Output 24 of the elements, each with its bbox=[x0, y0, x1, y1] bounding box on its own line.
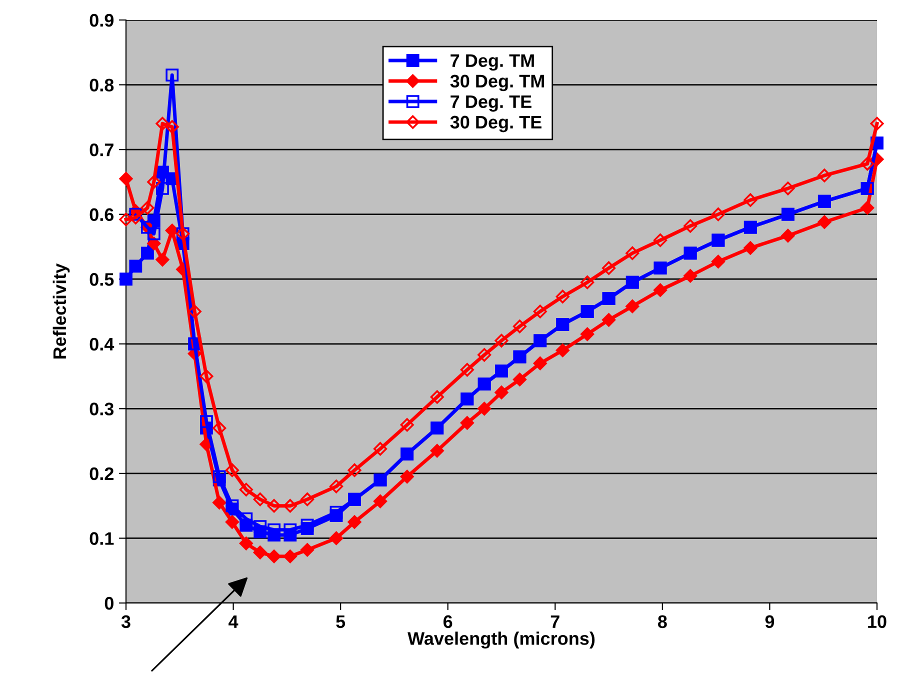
y-tick-label: 0.9 bbox=[90, 14, 114, 27]
x-tick-label: 5 bbox=[336, 615, 346, 628]
y-tick-label: 0.1 bbox=[90, 532, 114, 545]
y-tick-label: 0.6 bbox=[90, 208, 114, 222]
legend-label: 7 Deg. TE bbox=[450, 95, 532, 112]
x-tick-label: 8 bbox=[658, 615, 667, 628]
y-axis-title: Reflectivity bbox=[52, 263, 70, 358]
x-tick-label: 6 bbox=[443, 615, 452, 628]
x-tick-label: 3 bbox=[121, 615, 130, 628]
x-tick-label: 4 bbox=[228, 615, 238, 628]
y-tick-label: 0 bbox=[104, 596, 114, 610]
x-axis-title: Wavelength (microns) bbox=[408, 632, 595, 649]
y-tick-label: 0.3 bbox=[90, 402, 114, 416]
y-tick-label: 0.5 bbox=[90, 273, 114, 286]
x-tick-label: 9 bbox=[765, 615, 774, 628]
legend-label: 7 Deg. TM bbox=[450, 54, 534, 71]
x-tick-label: 10 bbox=[868, 615, 886, 628]
y-tick-label: 0.7 bbox=[90, 143, 114, 156]
y-tick-label: 0.4 bbox=[90, 338, 114, 351]
y-tick-label: 0.2 bbox=[90, 467, 114, 480]
legend-label: 30 Deg. TM bbox=[450, 74, 544, 92]
y-tick-label: 0.8 bbox=[90, 78, 114, 92]
x-tick-label: 7 bbox=[550, 615, 560, 628]
legend-label: 30 Deg. TE bbox=[450, 116, 542, 132]
